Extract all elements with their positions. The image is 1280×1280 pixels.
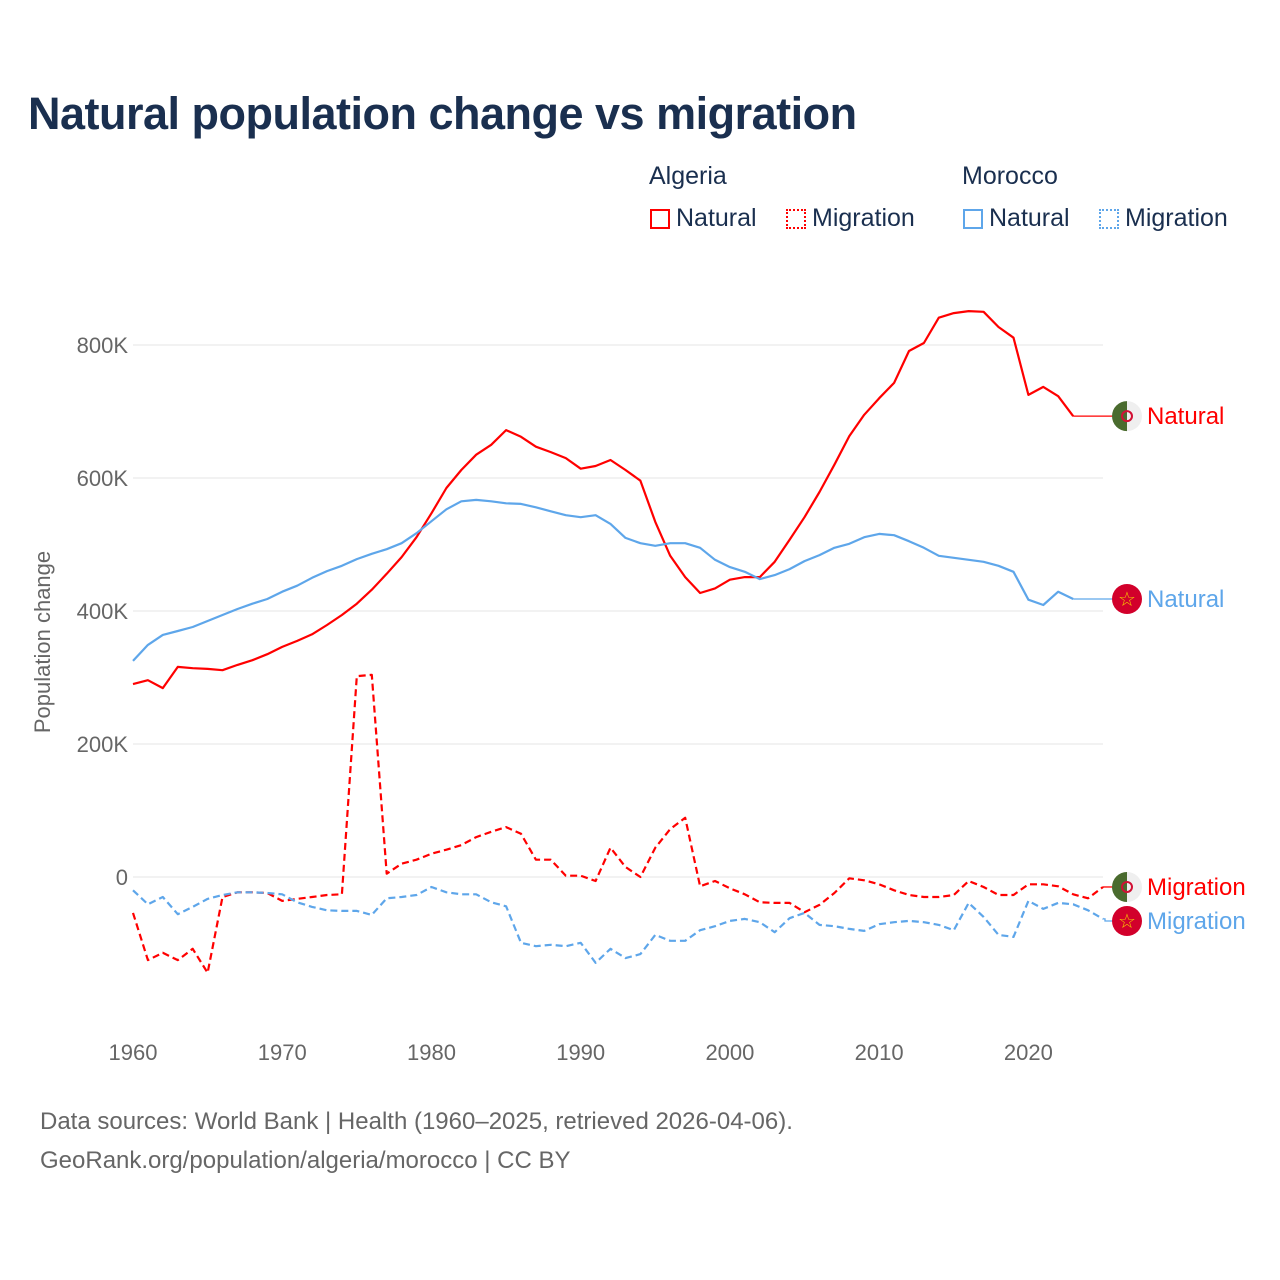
label-connector <box>1103 918 1113 922</box>
legend-group-algeria: Algeria <box>649 162 727 190</box>
end-label-morocco-natural: Natural <box>1147 586 1224 613</box>
algeria-flag-icon-white <box>1127 401 1143 432</box>
legend-swatch-solid <box>963 208 983 229</box>
legend-swatch-dotted <box>786 208 806 229</box>
x-tick-label: 1990 <box>556 1040 605 1065</box>
star-icon: ☆ <box>1118 589 1136 611</box>
algeria-flag-icon <box>1112 871 1127 902</box>
series-line-algeria-natural <box>132 310 1075 690</box>
legend-label: Natural <box>676 204 757 232</box>
legend-item-morocco-migration[interactable]: Migration <box>1099 204 1228 233</box>
series-line-morocco-natural <box>132 498 1074 662</box>
legend-swatch-solid <box>650 208 670 229</box>
footer-attribution[interactable]: GeoRank.org/population/algeria/morocco |… <box>40 1147 571 1174</box>
end-label-algeria-migration: Migration <box>1147 874 1246 901</box>
legend-group-morocco: Morocco <box>962 162 1058 190</box>
legend-label: Migration <box>1125 204 1228 232</box>
x-tick-label: 2010 <box>855 1040 904 1065</box>
legend-item-algeria-natural[interactable]: Natural <box>650 204 757 233</box>
y-tick-label: 800K <box>77 333 129 358</box>
x-tick-label: 2020 <box>1004 1040 1053 1065</box>
end-label-morocco-migration: Migration <box>1147 908 1246 935</box>
y-tick-label: 600K <box>77 466 129 491</box>
algeria-flag-icon <box>1112 401 1127 432</box>
chart-title: Natural population change vs migration <box>28 88 857 139</box>
crescent-icon <box>1121 880 1133 893</box>
legend-label: Migration <box>812 204 915 232</box>
legend-item-morocco-natural[interactable]: Natural <box>963 204 1070 233</box>
y-tick-label: 400K <box>77 599 129 624</box>
x-tick-label: 1960 <box>109 1040 158 1065</box>
footer-sources: Data sources: World Bank | Health (1960–… <box>40 1108 793 1135</box>
x-tick-label: 1970 <box>258 1040 307 1065</box>
legend-label: Natural <box>989 204 1070 232</box>
end-label-algeria-natural: Natural <box>1147 403 1224 430</box>
x-tick-label: 1980 <box>407 1040 456 1065</box>
morocco-flag-icon <box>1112 905 1142 936</box>
star-icon: ☆ <box>1118 911 1136 933</box>
y-tick-label: 200K <box>77 732 129 757</box>
crescent-icon <box>1121 410 1133 423</box>
algeria-flag-icon-white <box>1127 871 1143 902</box>
x-tick-label: 2000 <box>705 1040 754 1065</box>
legend-swatch-dotted <box>1099 208 1119 229</box>
morocco-flag-icon <box>1112 584 1142 615</box>
series-line-morocco-migration <box>132 885 1104 964</box>
y-axis-label: Population change <box>30 551 55 733</box>
legend-item-algeria-migration[interactable]: Migration <box>786 204 915 233</box>
y-tick-label: 0 <box>116 865 128 890</box>
series-line-algeria-migration <box>131 673 1104 974</box>
